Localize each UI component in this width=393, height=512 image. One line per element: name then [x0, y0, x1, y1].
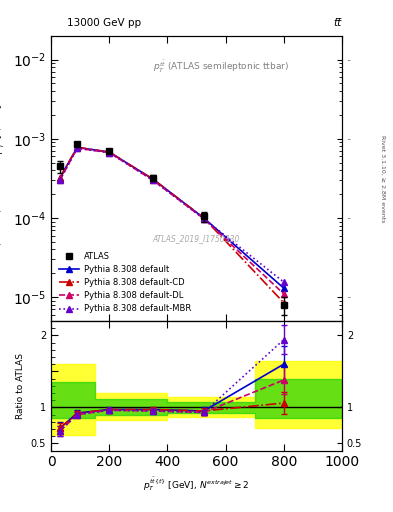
Text: 13000 GeV pp: 13000 GeV pp	[67, 18, 141, 28]
Line: Pythia 8.308 default-CD: Pythia 8.308 default-CD	[60, 147, 284, 303]
Pythia 8.308 default	[202, 215, 206, 221]
Pythia 8.308 default-CD	[57, 175, 62, 181]
Pythia 8.308 default-DL	[202, 216, 206, 222]
Pythia 8.308 default-CD	[281, 300, 286, 306]
Text: Rivet 3.1.10, ≥ 2.8M events: Rivet 3.1.10, ≥ 2.8M events	[380, 135, 385, 222]
Text: tt̅: tt̅	[334, 18, 342, 28]
Line: Pythia 8.308 default-DL: Pythia 8.308 default-DL	[60, 148, 284, 294]
Pythia 8.308 default-MBR	[75, 145, 80, 152]
Pythia 8.308 default	[75, 144, 80, 151]
Pythia 8.308 default	[281, 285, 286, 291]
Pythia 8.308 default-MBR	[107, 150, 112, 156]
Pythia 8.308 default-CD	[107, 149, 112, 155]
Pythia 8.308 default-CD	[75, 144, 80, 151]
Pythia 8.308 default-MBR	[281, 279, 286, 285]
Pythia 8.308 default-DL	[281, 291, 286, 297]
Pythia 8.308 default-DL	[75, 145, 80, 152]
Pythia 8.308 default-MBR	[151, 177, 155, 183]
Pythia 8.308 default-CD	[151, 176, 155, 182]
X-axis label: $p_T^{t\bar{t}\{t\}}$ [GeV], $N^{extra jet} \geq 2$: $p_T^{t\bar{t}\{t\}}$ [GeV], $N^{extra j…	[143, 475, 250, 493]
Pythia 8.308 default-DL	[151, 177, 155, 183]
Pythia 8.308 default	[151, 176, 155, 182]
Pythia 8.308 default	[57, 175, 62, 181]
Legend: ATLAS, Pythia 8.308 default, Pythia 8.308 default-CD, Pythia 8.308 default-DL, P: ATLAS, Pythia 8.308 default, Pythia 8.30…	[55, 248, 194, 317]
Pythia 8.308 default-MBR	[57, 177, 62, 183]
Pythia 8.308 default-CD	[202, 215, 206, 221]
Pythia 8.308 default-DL	[107, 150, 112, 156]
Pythia 8.308 default-DL	[57, 177, 62, 183]
Line: Pythia 8.308 default: Pythia 8.308 default	[60, 147, 284, 288]
Line: Pythia 8.308 default-MBR: Pythia 8.308 default-MBR	[60, 148, 284, 282]
Y-axis label: 1 / $\sigma$ d$^2\sigma$ / d $N^{extra jet}$ d $p_T^{t\bar{t}}$ [1/GeV]: 1 / $\sigma$ d$^2\sigma$ / d $N^{extra j…	[0, 103, 7, 253]
Pythia 8.308 default	[107, 149, 112, 155]
Text: ATLAS_2019_I1750330: ATLAS_2019_I1750330	[153, 234, 240, 243]
Text: $p_T^{t\bar{t}}$ (ATLAS semileptonic ttbar): $p_T^{t\bar{t}}$ (ATLAS semileptonic ttb…	[153, 58, 289, 75]
Y-axis label: Ratio to ATLAS: Ratio to ATLAS	[16, 353, 25, 419]
Pythia 8.308 default-MBR	[202, 216, 206, 222]
